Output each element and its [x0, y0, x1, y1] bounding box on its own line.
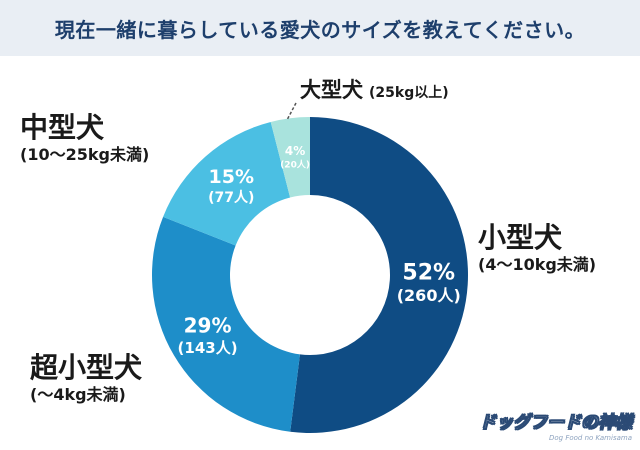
chart-header: 現在一緒に暮らしている愛犬のサイズを教えてください。 — [0, 0, 640, 56]
label-small-dog-range: (4〜10kg未満) — [478, 255, 597, 274]
slice-toy-dog-count-label: (143人) — [178, 339, 238, 357]
label-large-dog-range: (25kg以上) — [369, 85, 449, 101]
slice-small-dog-count-label: (260人) — [397, 286, 461, 305]
label-toy-dog-name: 超小型犬 — [30, 351, 143, 384]
label-medium-dog-range: (10〜25kg未満) — [20, 145, 150, 164]
chart-title: 現在一緒に暮らしている愛犬のサイズを教えてください。 — [54, 17, 586, 42]
brand-logo-subtext: Dog Food no Kamisama — [549, 434, 632, 442]
brand-logo: ドッグフードの神様 Dog Food no Kamisama — [479, 408, 633, 442]
slice-toy-dog — [152, 216, 300, 432]
slice-toy-dog-percent-label: 29% — [184, 314, 232, 338]
slice-medium-dog-percent-label: 15% — [209, 166, 254, 188]
label-large-dog: 大型犬 (25kg以上) — [300, 74, 449, 106]
label-medium-dog-name: 中型犬 — [20, 111, 105, 144]
label-large-dog-name: 大型犬 — [300, 78, 363, 102]
label-medium-dog: 中型犬 (10〜25kg未満) — [20, 112, 149, 166]
slice-medium-dog — [163, 121, 291, 246]
label-small-dog-name: 小型犬 — [478, 221, 563, 254]
label-toy-dog: 超小型犬 (〜4kg未満) — [30, 352, 142, 406]
slice-medium-dog-count-label: (77人) — [208, 189, 254, 206]
label-small-dog: 小型犬 (4〜10kg未満) — [478, 222, 596, 276]
slice-large-dog — [270, 117, 310, 198]
slice-large-dog-count-label: (20人) — [280, 158, 310, 170]
slice-small-dog-percent-label: 52% — [402, 260, 455, 285]
slice-small-dog — [290, 117, 468, 433]
brand-logo-text: ドッグフードの神様 — [479, 413, 633, 434]
large-dog-leader-line — [286, 102, 297, 121]
slice-large-dog-percent-label: 4% — [285, 144, 305, 158]
label-toy-dog-range: (〜4kg未満) — [30, 385, 126, 404]
